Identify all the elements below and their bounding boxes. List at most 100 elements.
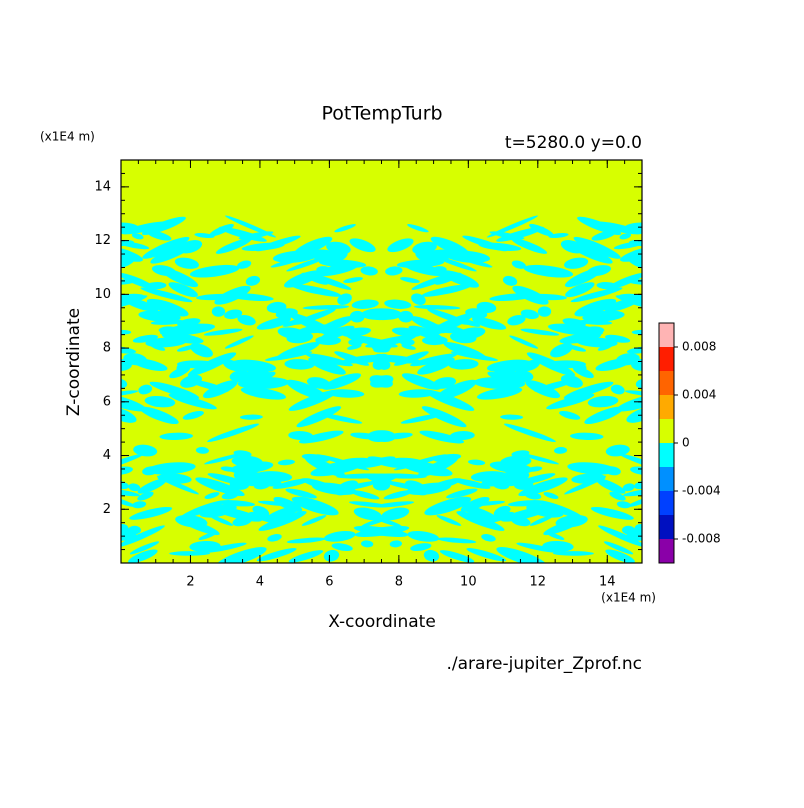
field-region <box>605 334 631 343</box>
field-region <box>424 496 472 516</box>
field-region <box>174 257 199 269</box>
field-region <box>518 477 568 497</box>
axes: 2 4 6 8 10 12 14 2 4 6 8 10 12 14 <box>94 159 643 590</box>
field-region <box>149 381 200 400</box>
field-region <box>410 543 432 552</box>
field-region <box>252 505 270 518</box>
field-region <box>389 540 402 548</box>
y-tick-label: 8 <box>103 341 111 356</box>
field-region <box>584 406 624 425</box>
field-region <box>146 462 196 475</box>
field-region <box>326 241 351 255</box>
field-region <box>570 432 604 441</box>
chart-title: PotTempTurb <box>321 103 442 125</box>
field-region <box>507 500 545 507</box>
field-region <box>334 224 356 233</box>
field-region <box>151 265 176 277</box>
field-region <box>376 481 391 491</box>
field-region <box>277 459 295 466</box>
field-region <box>616 501 631 509</box>
field-region <box>435 272 462 285</box>
field-region <box>230 359 276 373</box>
colorbar-band <box>659 515 674 539</box>
field-region <box>258 511 307 531</box>
field-region <box>187 352 237 377</box>
field-region <box>547 323 604 336</box>
field-region <box>456 511 505 531</box>
field-region <box>127 525 141 535</box>
field-region <box>413 304 461 310</box>
chart-subtitle: t=5280.0 y=0.0 <box>505 133 642 153</box>
field-region <box>410 316 446 334</box>
field-region <box>362 456 396 468</box>
field-region <box>323 549 340 562</box>
field-region <box>301 515 327 526</box>
field-region <box>195 447 209 454</box>
field-region <box>317 316 353 334</box>
field-region <box>613 241 642 250</box>
x-tick-label: 10 <box>460 575 477 590</box>
field-region <box>189 264 240 278</box>
field-region <box>215 238 252 254</box>
field-region <box>286 256 328 272</box>
field-region <box>619 245 642 262</box>
field-region <box>321 325 355 340</box>
field-region <box>169 551 211 556</box>
field-region <box>343 277 363 283</box>
colorbar-tick-label: 0 <box>682 436 690 450</box>
field-region <box>509 335 539 349</box>
field-region <box>190 343 213 358</box>
field-region <box>233 450 252 457</box>
field-region <box>256 548 297 562</box>
field-region <box>630 466 642 476</box>
field-region <box>121 406 137 423</box>
field-region <box>132 334 158 343</box>
field-region <box>234 470 282 487</box>
y-tick-label: 6 <box>103 394 111 409</box>
field-region <box>294 308 336 325</box>
field-region <box>349 490 380 500</box>
field-region <box>407 224 429 233</box>
field-region <box>570 287 623 303</box>
field <box>121 160 642 563</box>
field-region <box>443 342 487 360</box>
y-unit: (x1E4 m) <box>40 130 95 144</box>
field-region <box>322 373 362 390</box>
field-region <box>391 327 421 337</box>
field-region <box>132 501 147 509</box>
field-region <box>550 343 573 358</box>
field-region <box>211 306 226 317</box>
field-region <box>360 266 378 276</box>
field-region <box>381 507 410 521</box>
field-region <box>139 406 179 425</box>
field-region <box>207 423 260 442</box>
field-region <box>587 395 619 408</box>
field-region <box>560 240 585 254</box>
field-region <box>567 462 617 475</box>
field-region <box>286 537 327 544</box>
field-region <box>400 277 420 283</box>
field-region <box>596 478 626 494</box>
field-region <box>538 500 583 519</box>
field-region <box>209 223 234 237</box>
field-region <box>178 240 203 254</box>
field-region <box>436 515 462 526</box>
field-region <box>371 430 396 442</box>
field-region <box>256 371 276 382</box>
field-region <box>301 272 328 285</box>
field-region <box>610 384 625 395</box>
field-region <box>529 223 554 237</box>
field-region <box>515 473 556 486</box>
field-region <box>375 501 414 508</box>
field-region <box>302 304 350 310</box>
y-tick-label: 2 <box>103 502 111 517</box>
field-region <box>507 315 526 326</box>
field-region <box>340 481 379 491</box>
x-axis-label: X-coordinate <box>328 612 436 632</box>
field-region <box>353 507 382 521</box>
field-region <box>141 216 186 235</box>
field-region <box>272 478 311 489</box>
field-region <box>182 411 204 420</box>
field-region <box>204 492 220 499</box>
field-region <box>225 215 277 238</box>
